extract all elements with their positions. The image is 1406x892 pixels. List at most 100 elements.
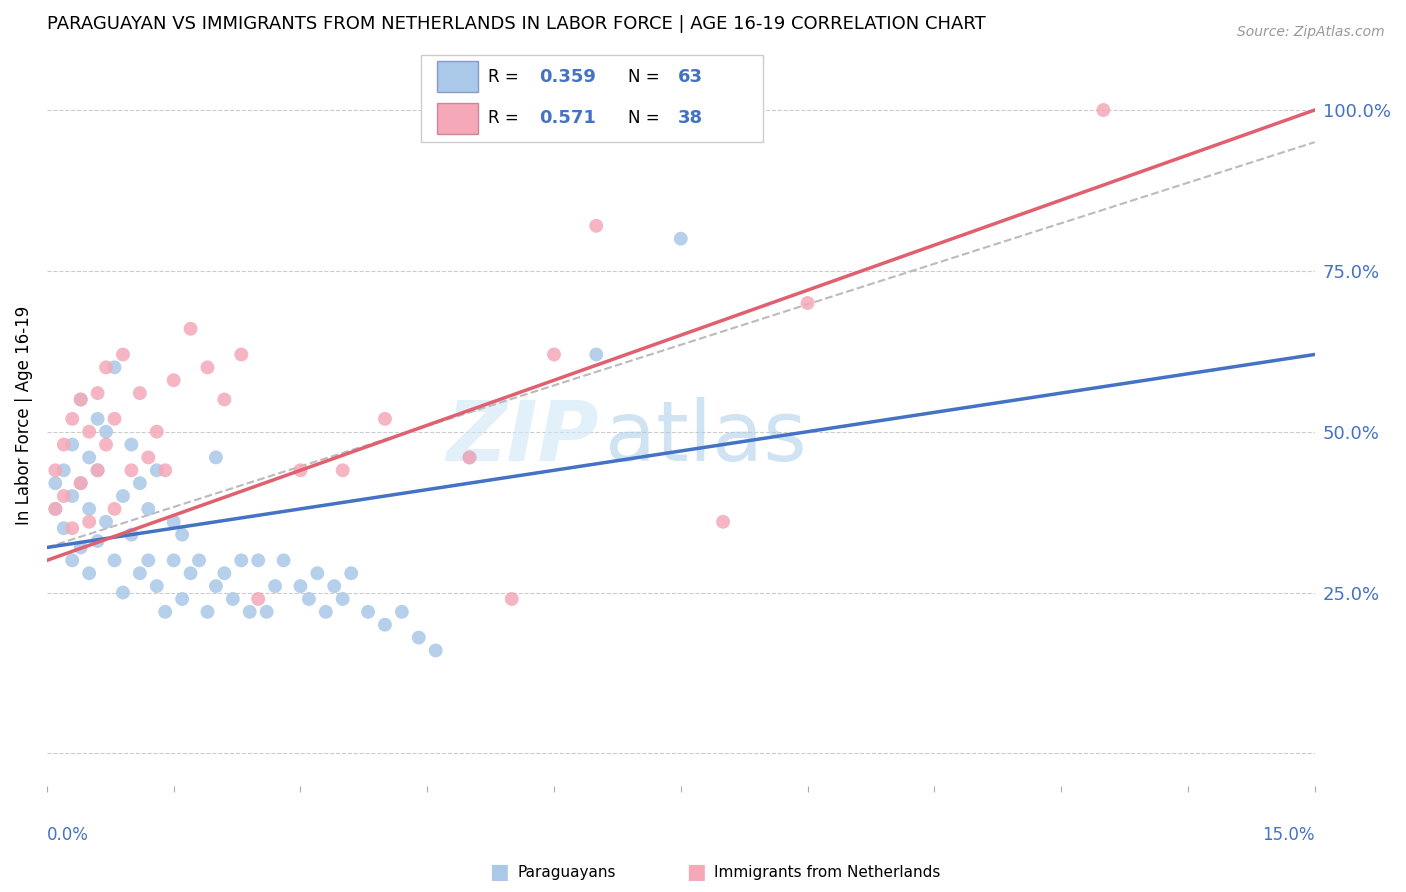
Point: [44, 502, 66, 516]
Point: [340, 566, 363, 581]
Point: [111, 489, 134, 503]
Point: [205, 579, 228, 593]
Point: [188, 553, 211, 567]
Point: [60, 521, 83, 535]
Point: [44, 463, 66, 477]
Point: [120, 463, 142, 477]
Text: 63: 63: [678, 68, 703, 86]
Point: [247, 553, 270, 567]
FancyBboxPatch shape: [437, 62, 478, 92]
Point: [136, 450, 159, 465]
Point: [163, 373, 186, 387]
Point: [120, 437, 142, 451]
Text: N =: N =: [627, 109, 665, 128]
Text: ZIP: ZIP: [446, 397, 599, 478]
Point: [172, 591, 194, 606]
Text: atlas: atlas: [605, 397, 807, 478]
Text: R =: R =: [488, 68, 524, 86]
Point: [585, 219, 607, 233]
Point: [69, 392, 91, 407]
Point: [69, 541, 91, 555]
Text: 38: 38: [678, 109, 703, 128]
Text: ■: ■: [686, 863, 706, 882]
Point: [86, 463, 108, 477]
Point: [458, 450, 481, 465]
Point: [290, 579, 312, 593]
Point: [44, 502, 66, 516]
Point: [374, 617, 396, 632]
Text: 0.0%: 0.0%: [46, 826, 89, 844]
Point: [239, 605, 262, 619]
Point: [86, 463, 108, 477]
Point: [60, 412, 83, 426]
Point: [222, 591, 245, 606]
Point: [52, 521, 75, 535]
Point: [172, 527, 194, 541]
Point: [94, 437, 117, 451]
Point: [391, 605, 413, 619]
Point: [425, 643, 447, 657]
Point: [86, 412, 108, 426]
Point: [103, 553, 125, 567]
Point: [60, 489, 83, 503]
Point: [1092, 103, 1115, 117]
Point: [307, 566, 329, 581]
Y-axis label: In Labor Force | Age 16-19: In Labor Force | Age 16-19: [15, 306, 32, 525]
Point: [669, 232, 692, 246]
Point: [256, 605, 278, 619]
Point: [273, 553, 295, 567]
Point: [69, 476, 91, 491]
Point: [52, 437, 75, 451]
Text: Source: ZipAtlas.com: Source: ZipAtlas.com: [1237, 25, 1385, 39]
Point: [60, 437, 83, 451]
Point: [290, 463, 312, 477]
Point: [86, 386, 108, 401]
Point: [128, 476, 150, 491]
Point: [86, 534, 108, 549]
Point: [231, 553, 253, 567]
Point: [315, 605, 337, 619]
Point: [264, 579, 287, 593]
Point: [128, 566, 150, 581]
Text: ■: ■: [489, 863, 509, 882]
Point: [214, 392, 236, 407]
Point: [128, 386, 150, 401]
Point: [77, 515, 100, 529]
Point: [543, 347, 565, 361]
Point: [155, 605, 177, 619]
Point: [111, 585, 134, 599]
Text: Immigrants from Netherlands: Immigrants from Netherlands: [714, 865, 941, 880]
Point: [357, 605, 380, 619]
Point: [298, 591, 321, 606]
Text: R =: R =: [488, 109, 524, 128]
Point: [103, 412, 125, 426]
Point: [408, 631, 430, 645]
Point: [180, 566, 202, 581]
Text: Paraguayans: Paraguayans: [517, 865, 616, 880]
Point: [163, 553, 186, 567]
Point: [77, 502, 100, 516]
Point: [77, 566, 100, 581]
Point: [796, 296, 818, 310]
Point: [458, 450, 481, 465]
FancyBboxPatch shape: [420, 54, 763, 142]
Point: [163, 515, 186, 529]
Point: [332, 463, 354, 477]
Point: [205, 450, 228, 465]
Point: [120, 527, 142, 541]
FancyBboxPatch shape: [437, 103, 478, 134]
Point: [77, 450, 100, 465]
Point: [711, 515, 734, 529]
Point: [136, 553, 159, 567]
Point: [585, 347, 607, 361]
Point: [52, 489, 75, 503]
Point: [136, 502, 159, 516]
Point: [145, 425, 167, 439]
Point: [94, 360, 117, 375]
Text: PARAGUAYAN VS IMMIGRANTS FROM NETHERLANDS IN LABOR FORCE | AGE 16-19 CORRELATION: PARAGUAYAN VS IMMIGRANTS FROM NETHERLAND…: [46, 15, 986, 33]
Point: [103, 502, 125, 516]
Point: [323, 579, 346, 593]
Point: [247, 591, 270, 606]
Point: [52, 463, 75, 477]
Point: [111, 347, 134, 361]
